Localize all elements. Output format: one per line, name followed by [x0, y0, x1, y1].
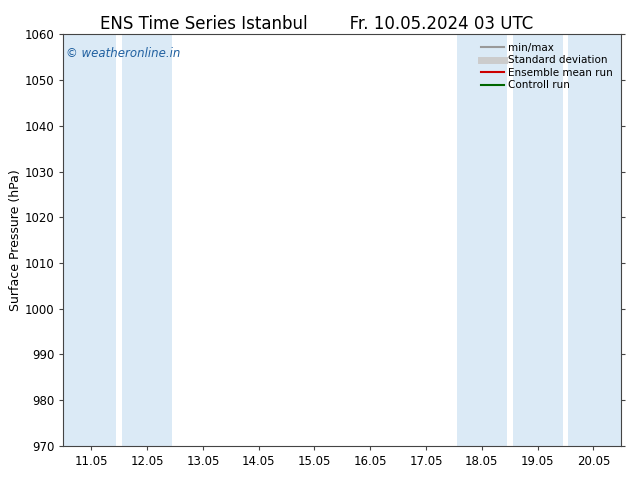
Legend: min/max, Standard deviation, Ensemble mean run, Controll run: min/max, Standard deviation, Ensemble me… [478, 40, 616, 94]
Text: ENS Time Series Istanbul        Fr. 10.05.2024 03 UTC: ENS Time Series Istanbul Fr. 10.05.2024 … [100, 15, 534, 33]
Bar [456, 34, 507, 446]
Bar [122, 34, 172, 446]
Y-axis label: Surface Pressure (hPa): Surface Pressure (hPa) [9, 169, 22, 311]
Text: © weatheronline.in: © weatheronline.in [66, 47, 181, 60]
Bar [63, 34, 117, 446]
Bar [568, 34, 621, 446]
Bar [512, 34, 563, 446]
